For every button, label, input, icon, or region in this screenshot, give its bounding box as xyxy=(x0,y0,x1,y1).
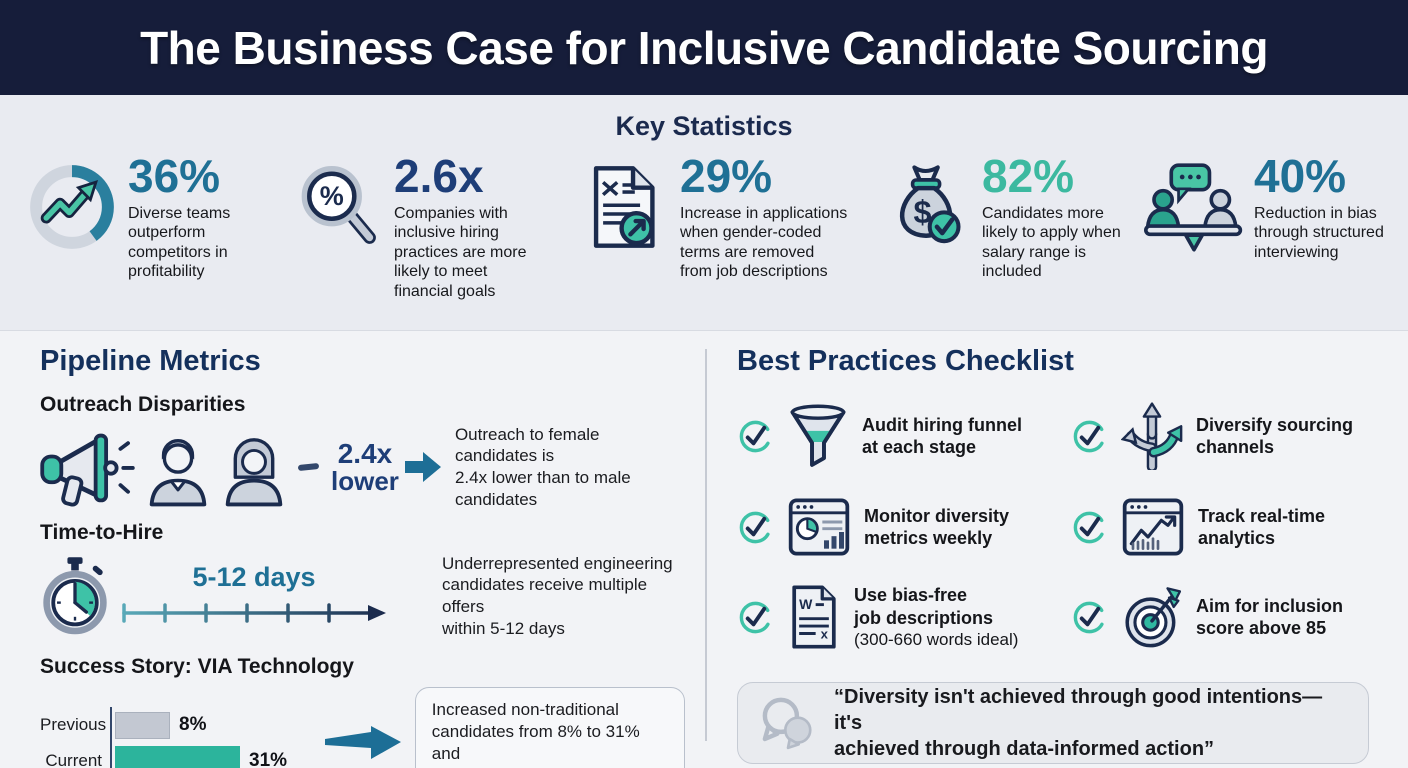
checklist-label: Use bias-free job descriptions (300-660 w… xyxy=(854,585,1019,649)
svg-text:$: $ xyxy=(913,194,931,230)
stat-label: Diverse teams outperform competitors in … xyxy=(128,204,231,281)
stat-label: Reduction in bias through structured int… xyxy=(1254,204,1384,261)
bar-category: Previous xyxy=(40,715,107,735)
balance-people-icon xyxy=(1144,161,1244,253)
male-candidate-icon xyxy=(144,427,212,507)
timeline-axis-icon xyxy=(122,602,386,623)
quote-box: “Diversity isn't achieved through good i… xyxy=(737,682,1369,765)
success-callout-box: Increased non-traditional candidates fro… xyxy=(414,687,685,768)
checklist-item-inclusion-score: Aim for inclusion score above 85 xyxy=(1071,584,1385,650)
outreach-description: Outreach to female candidates is 2.4x lo… xyxy=(454,424,631,509)
checklist-label: Aim for inclusion score above 85 xyxy=(1196,595,1344,639)
stat-value: 2.6x xyxy=(394,150,484,202)
check-circle-icon xyxy=(737,599,774,636)
stats-row: 36% Diverse teams outperform competitors… xyxy=(26,153,1404,301)
page-title: The Business Case for Inclusive Candidat… xyxy=(140,21,1268,74)
bar-previous xyxy=(115,711,170,739)
stat-financial-goals: % 2.6x Companies with inclusive hiring p… xyxy=(294,153,582,301)
stat-label: Companies with inclusive hiring practice… xyxy=(394,204,527,300)
pipeline-metrics-heading: Pipeline Metrics xyxy=(40,345,261,377)
pipeline-metrics-section: Pipeline Metrics Outreach Disparities xyxy=(40,345,685,768)
branch-arrows-icon xyxy=(1121,402,1183,470)
checklist-item-monitor-metrics: Monitor diversity metrics weekly xyxy=(737,497,1067,557)
document-improve-icon xyxy=(582,161,670,253)
donut-growth-icon xyxy=(26,161,118,253)
outreach-multiplier: 2.4x lower xyxy=(331,438,399,496)
bar-current xyxy=(115,746,240,768)
funnel-icon xyxy=(787,402,849,470)
stat-value: 82% xyxy=(982,150,1075,202)
megaphone-icon xyxy=(40,426,136,508)
column-divider xyxy=(705,349,707,741)
checklist-label: Track real-time analytics xyxy=(1198,505,1326,549)
document-text-icon: W x xyxy=(787,584,841,650)
key-statistics-section: Key Statistics 36% Diverse teams outperf… xyxy=(0,95,1408,330)
checklist-item-audit-funnel: Audit hiring funnel at each stage xyxy=(737,402,1067,470)
time-to-hire-description: Underrepresented engineering candidates … xyxy=(442,553,673,638)
svg-text:x: x xyxy=(821,627,829,642)
checklist-label: Audit hiring funnel at each stage xyxy=(862,414,1022,458)
time-to-hire-heading: Time-to-Hire xyxy=(40,521,164,544)
time-to-hire-row: 5-12 days xyxy=(40,551,685,641)
outreach-disparities-heading: Outreach Disparities xyxy=(40,393,246,416)
check-circle-icon xyxy=(1071,599,1108,636)
checklist-item-diversify-channels: Diversify sourcing channels xyxy=(1071,402,1385,470)
stat-label: Increase in applications when gender-cod… xyxy=(680,204,848,281)
female-candidate-icon xyxy=(220,427,288,507)
magnifier-percent-icon: % xyxy=(294,161,384,253)
dashboard-icon xyxy=(787,497,851,557)
quote-text: “Diversity isn't achieved through good i… xyxy=(834,686,1323,761)
target-icon xyxy=(1121,585,1183,649)
big-right-arrow-icon xyxy=(324,726,401,760)
best-practices-section: Best Practices Checklist xyxy=(737,345,1385,765)
analytics-icon xyxy=(1121,497,1185,557)
dash-decoration xyxy=(297,462,320,472)
check-circle-icon xyxy=(1071,509,1108,546)
right-arrow-icon xyxy=(404,450,441,484)
stat-diverse-teams: 36% Diverse teams outperform competitors… xyxy=(26,153,294,301)
stopwatch-icon xyxy=(40,555,110,637)
stat-label: Candidates more likely to apply when sal… xyxy=(982,204,1121,281)
svg-text:%: % xyxy=(320,181,344,211)
checklist-label: Monitor diversity metrics weekly xyxy=(864,505,1010,549)
check-circle-icon xyxy=(1071,418,1108,455)
checklist-label: Diversify sourcing channels xyxy=(1196,414,1354,458)
bar-value: 31% xyxy=(249,750,288,768)
checklist-item-track-analytics: Track real-time analytics xyxy=(1071,497,1385,557)
success-story-row: Previous 8% Current 31% xyxy=(40,687,685,768)
best-practices-heading: Best Practices Checklist xyxy=(737,345,1074,377)
check-circle-icon xyxy=(737,509,774,546)
main-section: Pipeline Metrics Outreach Disparities xyxy=(0,330,1408,768)
svg-text:W: W xyxy=(799,596,813,612)
timeline-range-label: 5-12 days xyxy=(192,561,316,592)
header-banner: The Business Case for Inclusive Candidat… xyxy=(0,0,1408,95)
checklist-item-bias-free-descriptions: W x Use bias-free job descriptions (300-6… xyxy=(737,584,1067,650)
success-story-heading: Success Story: VIA Technology xyxy=(40,655,354,678)
stat-value: 40% xyxy=(1254,150,1347,202)
stat-structured-interviewing: 40% Reduction in bias through structured… xyxy=(1144,153,1402,301)
best-practices-grid: Audit hiring funnel at each stage xyxy=(737,402,1385,650)
key-statistics-heading: Key Statistics xyxy=(615,111,793,141)
money-bag-icon: $ xyxy=(882,161,972,253)
success-bar-chart: Previous 8% Current 31% xyxy=(40,707,297,768)
stat-applications: 29% Increase in applications when gender… xyxy=(582,153,882,301)
stat-value: 29% xyxy=(680,150,773,202)
checklist-note: (300-660 words ideal) xyxy=(854,630,1019,649)
outreach-disparities-row: 2.4x lower Outreach to female candidates… xyxy=(40,425,685,509)
chat-bubbles-icon xyxy=(756,694,820,752)
hire-timeline: 5-12 days xyxy=(118,562,390,631)
stat-salary-range: $ 82% Candidates more likely to apply wh… xyxy=(882,153,1144,301)
bar-value: 8% xyxy=(179,714,207,736)
bar-category: Current xyxy=(45,751,102,768)
stat-value: 36% xyxy=(128,150,221,202)
check-circle-icon xyxy=(737,418,774,455)
